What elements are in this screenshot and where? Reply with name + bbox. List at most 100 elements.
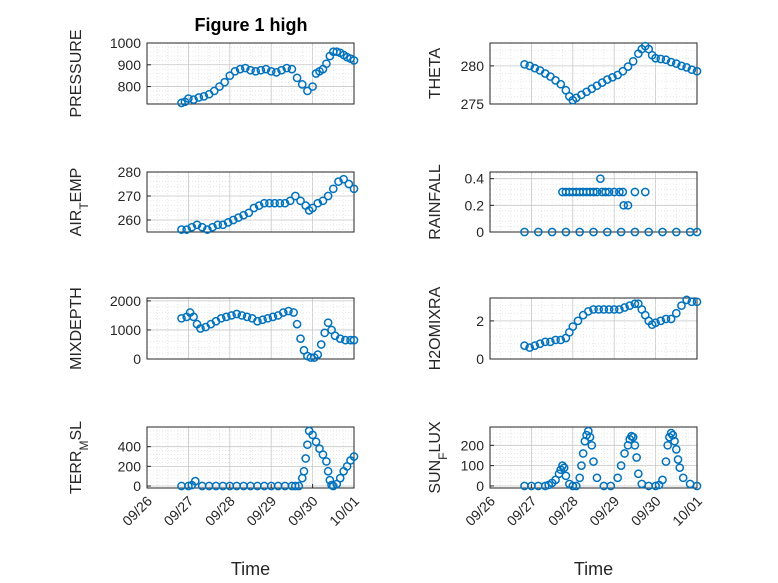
data-point: [630, 227, 640, 237]
data-point: [301, 454, 311, 463]
data-point: [623, 200, 633, 210]
data-point: [218, 220, 228, 230]
data-point: [316, 340, 326, 349]
data-point: [235, 64, 245, 74]
data-point: [551, 335, 560, 345]
data-point: [303, 440, 312, 450]
subplot-terr_msl: 0 200 400 TERRMSL 09/26 09/27 09/28 09/29 09/30 1…: [68, 421, 362, 579]
data-point: [282, 63, 292, 73]
y-tick-label: 280: [118, 164, 142, 180]
data-point: [258, 315, 267, 325]
y-tick-label: 800: [118, 79, 142, 95]
y-axis-label: H2OMIXRA: [427, 286, 444, 370]
y-axis-label: THETA: [427, 48, 444, 100]
y-tick-label: 1000: [110, 322, 141, 338]
y-tick-label: 400: [118, 439, 142, 455]
data-point: [613, 473, 623, 483]
x-tick-label: 09/26: [462, 493, 498, 529]
subplot-mixdepth: 0 1000 2000 MIXDEPTH: [68, 287, 359, 370]
data-point: [289, 308, 298, 317]
data-point: [222, 312, 231, 322]
data-point: [296, 196, 305, 206]
data-point: [530, 63, 540, 73]
data-point: [228, 215, 238, 225]
y-tick-label: 260: [118, 212, 142, 228]
data-point: [334, 177, 343, 186]
data-point: [261, 64, 271, 74]
data-point: [677, 301, 686, 310]
data-point: [630, 187, 640, 197]
data-point: [682, 295, 692, 305]
data-point: [661, 55, 671, 65]
data-point: [520, 60, 529, 69]
data-point: [284, 306, 293, 316]
data-point: [578, 449, 588, 458]
data-point: [313, 350, 323, 359]
data-point: [253, 316, 262, 326]
data-point: [589, 187, 598, 197]
subplot-rainfall: 0 0.2 0.4 RAINFALL: [427, 164, 702, 240]
data-point: [318, 450, 328, 459]
data-point: [292, 73, 302, 83]
data-point: [197, 222, 207, 232]
data-point: [296, 334, 305, 344]
data-point: [651, 53, 660, 63]
data-point: [323, 466, 333, 476]
data-point: [525, 343, 535, 352]
data-point: [666, 314, 676, 324]
data-point: [656, 316, 666, 326]
data-point: [589, 457, 598, 466]
data-point: [671, 59, 681, 68]
y-tick-label: 0: [476, 351, 484, 367]
data-point: [573, 316, 583, 326]
data-point: [341, 335, 350, 345]
data-point: [628, 56, 638, 66]
data-point: [285, 196, 295, 206]
data-point: [692, 66, 702, 76]
figure-title: Figure 1 high: [194, 15, 307, 35]
data-point: [265, 198, 274, 208]
data-point: [561, 227, 571, 237]
x-tick-label: 09/30: [628, 493, 664, 529]
data-point: [190, 476, 200, 486]
data-point: [322, 457, 331, 466]
data-point: [322, 59, 331, 69]
y-tick-label: 900: [118, 57, 142, 73]
data-point: [608, 72, 617, 82]
data-point: [675, 463, 685, 473]
y-tick-label: 0: [476, 224, 484, 240]
data-point: [592, 187, 602, 197]
data-point: [299, 466, 309, 476]
x-tick-label: 09/29: [586, 493, 622, 529]
x-tick-label: 10/01: [669, 493, 705, 529]
axes-box: [489, 297, 698, 360]
data-point: [601, 187, 610, 197]
data-point: [313, 198, 323, 208]
data-point: [594, 305, 604, 314]
data-point: [339, 174, 348, 184]
data-point: [628, 432, 638, 442]
data-point: [671, 308, 681, 318]
data-point: [616, 461, 626, 470]
y-tick-label: 0: [133, 478, 141, 494]
data-point: [213, 220, 223, 230]
data-point: [559, 463, 569, 473]
y-tick-label: 275: [461, 96, 485, 112]
data-point: [556, 335, 566, 345]
data-point: [311, 437, 321, 447]
y-axis-label: TERRMSL: [68, 421, 91, 494]
data-point: [592, 473, 602, 483]
data-point: [620, 449, 629, 458]
y-axis-label: SUNFLUX: [427, 421, 450, 494]
data-point: [673, 455, 683, 464]
data-point: [177, 225, 186, 234]
x-tick-label: 09/27: [503, 493, 539, 529]
data-point: [533, 227, 543, 237]
data-point: [634, 469, 643, 479]
data-point: [644, 227, 654, 237]
y-tick-label: 2: [476, 313, 484, 329]
data-point: [666, 428, 676, 438]
data-point: [203, 225, 212, 234]
subplot-h2omixra: 0 2 H2OMIXRA: [427, 286, 702, 370]
